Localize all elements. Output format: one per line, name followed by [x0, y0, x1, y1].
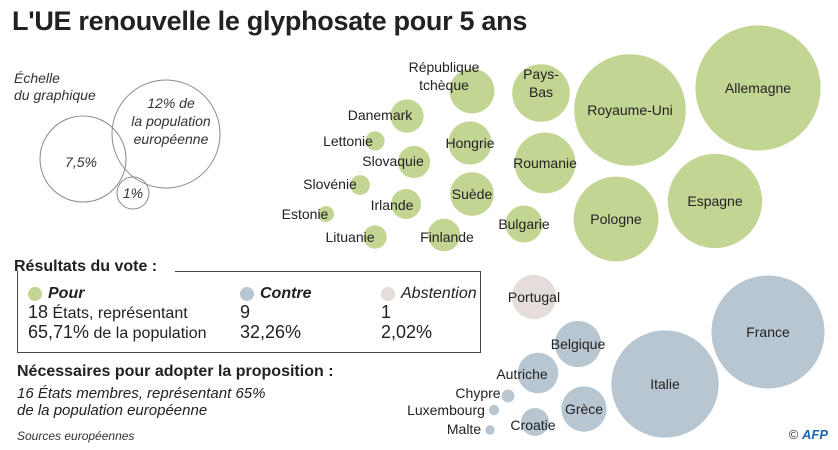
bubble-pays-bas	[512, 64, 570, 122]
bubble-portugal	[511, 274, 557, 320]
bubble-slovenie	[350, 175, 370, 195]
bubble-luxembourg	[488, 404, 500, 416]
bubble-lituanie	[363, 225, 387, 249]
label-slovaquie: Slovaquie	[362, 153, 424, 169]
bubble-irlande	[391, 189, 421, 219]
pour-column: Pour 18 États, représentant 65,71% de la…	[28, 284, 207, 343]
scale-legend: 12% de la population européenne 7,5% 1%	[39, 79, 221, 210]
pour-states-text: États, représentant	[52, 305, 188, 322]
bubble-italie	[611, 330, 719, 438]
contre-label: Contre	[260, 285, 312, 302]
pour-dot-icon	[28, 286, 42, 301]
label-chypre: Chypre	[455, 385, 500, 401]
label-italie: Italie	[650, 376, 680, 392]
afp-logo: AFP	[802, 427, 828, 442]
scale-circle-medium	[39, 115, 127, 203]
pour-pct-text: de la population	[93, 325, 207, 342]
label-estonie: Estonie	[282, 206, 329, 222]
label-malte: Malte	[447, 421, 481, 437]
bubble-suede	[450, 172, 494, 216]
label-lettonie: Lettonie	[323, 133, 373, 149]
country-bubbles: République tchèque Pays-Bas Royaume-Uni Alle…	[282, 25, 825, 438]
bubble-france	[711, 275, 825, 389]
bubble-slovaquie	[397, 145, 431, 179]
abstention-label: Abstention	[401, 285, 477, 302]
label-allemagne: Allemagne	[725, 80, 791, 96]
contre-column: Contre 9 32,26%	[240, 284, 312, 343]
abstention-column: Abstention 1 2,02%	[381, 284, 477, 343]
scale-circle-small	[116, 176, 150, 210]
bubble-hongrie	[448, 121, 492, 165]
label-roumanie: Roumanie	[513, 155, 577, 171]
bubble-republique-tcheque	[449, 68, 495, 114]
label-suede: Suède	[452, 186, 493, 202]
bubble-autriche	[517, 352, 559, 394]
bubble-danemark	[390, 99, 424, 133]
label-slovenie: Slovénie	[303, 176, 357, 192]
label-finlande: Finlande	[420, 229, 474, 245]
results-box	[17, 271, 481, 353]
abstention-dot-icon	[381, 286, 395, 301]
label-belgique: Belgique	[551, 336, 606, 352]
scale-large-line-2: la population	[131, 113, 211, 129]
bubble-chypre	[501, 389, 515, 403]
scale-large-line-1: 12% de	[147, 95, 195, 111]
label-grece: Grèce	[565, 401, 603, 417]
scale-small-label: 1%	[123, 185, 143, 201]
bubble-espagne	[667, 153, 763, 249]
label-hongrie: Hongrie	[445, 135, 494, 151]
scale-heading: Échelle du graphique	[14, 70, 96, 104]
label-espagne: Espagne	[687, 193, 742, 209]
bubble-grece	[561, 386, 607, 432]
needed-text-line-1: 16 États membres, représentant 65%	[17, 385, 266, 402]
needed-text-line-2: de la population européenne	[17, 402, 208, 419]
bubble-finlande	[427, 218, 461, 252]
bubble-estonie	[318, 206, 334, 222]
bubble-lettonie	[365, 131, 385, 151]
contre-pct: 32,26%	[240, 322, 302, 342]
bubble-allemagne	[695, 25, 821, 151]
label-royaume-uni: Royaume-Uni	[587, 102, 673, 118]
copyright-symbol: ©	[788, 427, 799, 442]
credit: © AFP	[789, 427, 828, 442]
abstention-pct: 2,02%	[381, 322, 433, 342]
label-danemark: Danemark	[348, 107, 414, 123]
pour-pct: 65,71%	[28, 322, 90, 342]
label-pologne: Pologne	[590, 211, 642, 227]
needed-text: 16 États membres, représentant 65% de la…	[17, 385, 307, 419]
contre-dot-icon	[240, 286, 254, 301]
label-republique-tcheque: République tchèque	[409, 59, 480, 93]
bubble-pologne	[573, 176, 659, 262]
scale-medium-label: 7,5%	[65, 154, 97, 170]
bubble-roumanie	[514, 132, 576, 194]
label-luxembourg: Luxembourg	[407, 402, 485, 418]
pour-label: Pour	[48, 285, 85, 302]
page-title: L'UE renouvelle le glyphosate pour 5 ans	[12, 6, 528, 36]
label-france: France	[746, 324, 790, 340]
bubble-bulgarie	[505, 205, 543, 243]
bubble-croatie	[521, 408, 549, 436]
label-autriche: Autriche	[496, 366, 548, 382]
abstention-states: 1	[381, 302, 392, 322]
label-irlande: Irlande	[371, 197, 414, 213]
scale-circle-large	[111, 79, 221, 189]
scale-heading-line-1: Échelle	[14, 70, 60, 86]
results-heading: Résultats du vote :	[14, 258, 158, 275]
label-lituanie: Lituanie	[325, 229, 374, 245]
results-divider	[175, 271, 481, 272]
needed-heading: Nécessaires pour adopter la proposition …	[17, 363, 334, 380]
sources-note: Sources européennes	[17, 429, 135, 443]
bubble-belgique	[554, 320, 602, 368]
contre-states: 9	[240, 302, 251, 322]
bubble-malte	[485, 425, 495, 435]
bubble-royaume-uni	[574, 54, 686, 166]
pour-states: 18	[28, 302, 49, 322]
label-pays-bas: Pays-Bas	[523, 66, 559, 100]
label-portugal: Portugal	[508, 289, 560, 305]
label-croatie: Croatie	[510, 417, 555, 433]
scale-large-line-3: européenne	[134, 131, 209, 147]
label-bulgarie: Bulgarie	[498, 216, 550, 232]
scale-heading-line-2: du graphique	[14, 87, 96, 103]
